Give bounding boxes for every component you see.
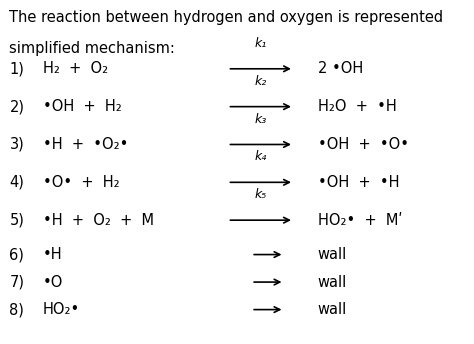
Text: wall: wall [318,302,347,317]
Text: 7): 7) [9,275,25,290]
Text: 3): 3) [9,137,24,152]
Text: k₄: k₄ [255,150,267,163]
Text: •O: •O [43,275,63,290]
Text: 4): 4) [9,175,24,190]
Text: 2 •OH: 2 •OH [318,61,363,76]
Text: H₂  +  O₂: H₂ + O₂ [43,61,108,76]
Text: •OH  +  H₂: •OH + H₂ [43,99,121,114]
Text: •H  +  •O₂•: •H + •O₂• [43,137,128,152]
Text: •O•  +  H₂: •O• + H₂ [43,175,119,190]
Text: wall: wall [318,247,347,262]
Text: •OH  +  •O•: •OH + •O• [318,137,409,152]
Text: k₁: k₁ [255,37,267,50]
Text: •H  +  O₂  +  M: •H + O₂ + M [43,213,154,228]
Text: The reaction between hydrogen and oxygen is represented: The reaction between hydrogen and oxygen… [9,10,444,25]
Text: k₅: k₅ [255,188,267,201]
Text: 8): 8) [9,302,24,317]
Text: 2): 2) [9,99,25,114]
Text: wall: wall [318,275,347,290]
Text: HO₂•: HO₂• [43,302,80,317]
Text: H₂O  +  •H: H₂O + •H [318,99,396,114]
Text: 5): 5) [9,213,24,228]
Text: k₂: k₂ [255,75,267,88]
Text: 6): 6) [9,247,24,262]
Text: k₃: k₃ [255,112,267,126]
Text: simplified mechanism:: simplified mechanism: [9,41,175,56]
Text: HO₂•  +  Mʹ: HO₂• + Mʹ [318,213,402,228]
Text: •OH  +  •H: •OH + •H [318,175,399,190]
Text: •H: •H [43,247,62,262]
Text: 1): 1) [9,61,24,76]
